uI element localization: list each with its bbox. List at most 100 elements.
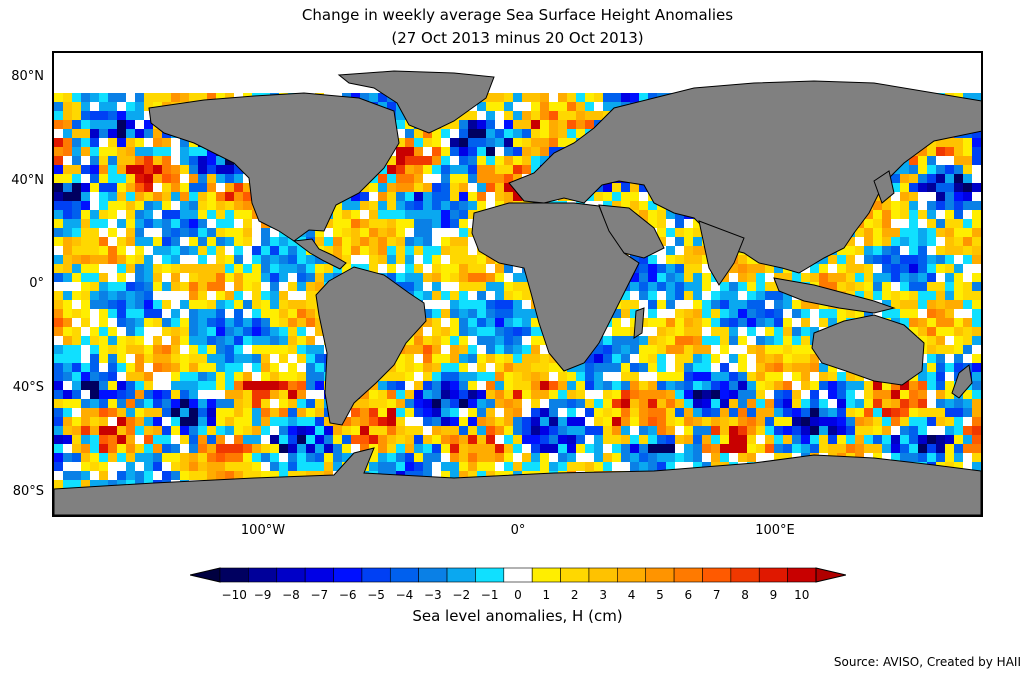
ssh-anomaly-cell bbox=[171, 291, 180, 300]
ssh-anomaly-cell bbox=[900, 201, 909, 210]
ssh-anomaly-cell bbox=[909, 156, 918, 165]
ssh-anomaly-cell bbox=[207, 183, 216, 192]
ssh-anomaly-cell bbox=[135, 192, 144, 201]
ssh-anomaly-cell bbox=[558, 138, 567, 147]
ssh-anomaly-cell bbox=[828, 282, 837, 291]
ssh-anomaly-cell bbox=[72, 453, 81, 462]
ssh-anomaly-cell bbox=[495, 318, 504, 327]
ssh-anomaly-cell bbox=[54, 372, 63, 381]
ssh-anomaly-cell bbox=[144, 426, 153, 435]
ssh-anomaly-cell bbox=[531, 336, 540, 345]
ssh-anomaly-cell bbox=[90, 255, 99, 264]
ssh-anomaly-cell bbox=[918, 435, 927, 444]
ssh-anomaly-cell bbox=[270, 417, 279, 426]
ssh-anomaly-cell bbox=[450, 210, 459, 219]
ssh-anomaly-cell bbox=[279, 246, 288, 255]
ssh-anomaly-cell bbox=[450, 174, 459, 183]
ssh-anomaly-cell bbox=[171, 300, 180, 309]
ssh-anomaly-cell bbox=[513, 264, 522, 273]
ssh-anomaly-cell bbox=[936, 156, 945, 165]
ssh-anomaly-cell bbox=[936, 246, 945, 255]
ssh-anomaly-cell bbox=[801, 363, 810, 372]
ssh-anomaly-cell bbox=[936, 435, 945, 444]
ssh-anomaly-cell bbox=[360, 390, 369, 399]
ssh-anomaly-cell bbox=[594, 192, 603, 201]
ssh-anomaly-cell bbox=[513, 444, 522, 453]
ssh-anomaly-cell bbox=[774, 291, 783, 300]
ssh-anomaly-cell bbox=[99, 183, 108, 192]
ssh-anomaly-cell bbox=[180, 399, 189, 408]
ssh-anomaly-cell bbox=[675, 390, 684, 399]
ssh-anomaly-cell bbox=[972, 291, 981, 300]
ssh-anomaly-cell bbox=[918, 417, 927, 426]
ssh-anomaly-cell bbox=[495, 390, 504, 399]
ssh-anomaly-cell bbox=[936, 138, 945, 147]
ssh-anomaly-cell bbox=[423, 336, 432, 345]
ssh-anomaly-cell bbox=[72, 345, 81, 354]
ssh-anomaly-cell bbox=[495, 264, 504, 273]
ssh-anomaly-cell bbox=[792, 399, 801, 408]
ssh-anomaly-cell bbox=[423, 417, 432, 426]
ssh-anomaly-cell bbox=[675, 246, 684, 255]
ssh-anomaly-cell bbox=[540, 462, 549, 471]
ssh-anomaly-cell bbox=[216, 174, 225, 183]
ssh-anomaly-cell bbox=[225, 201, 234, 210]
ssh-anomaly-cell bbox=[936, 336, 945, 345]
ssh-anomaly-cell bbox=[450, 390, 459, 399]
ssh-anomaly-cell bbox=[693, 318, 702, 327]
ssh-anomaly-cell bbox=[702, 363, 711, 372]
ssh-anomaly-cell bbox=[369, 408, 378, 417]
ssh-anomaly-cell bbox=[135, 282, 144, 291]
ssh-anomaly-cell bbox=[873, 237, 882, 246]
ssh-anomaly-cell bbox=[855, 399, 864, 408]
ssh-anomaly-cell bbox=[396, 246, 405, 255]
ssh-anomaly-cell bbox=[567, 444, 576, 453]
ssh-anomaly-cell bbox=[234, 435, 243, 444]
ssh-anomaly-cell bbox=[261, 417, 270, 426]
ssh-anomaly-cell bbox=[198, 219, 207, 228]
ssh-anomaly-cell bbox=[504, 129, 513, 138]
ssh-anomaly-cell bbox=[225, 390, 234, 399]
ssh-anomaly-cell bbox=[144, 363, 153, 372]
ssh-anomaly-cell bbox=[396, 156, 405, 165]
ssh-anomaly-cell bbox=[954, 219, 963, 228]
ssh-anomaly-cell bbox=[468, 354, 477, 363]
ssh-anomaly-cell bbox=[945, 300, 954, 309]
ssh-anomaly-cell bbox=[882, 381, 891, 390]
ssh-anomaly-cell bbox=[900, 174, 909, 183]
ssh-anomaly-cell bbox=[576, 444, 585, 453]
ssh-anomaly-cell bbox=[729, 327, 738, 336]
ssh-anomaly-cell bbox=[432, 165, 441, 174]
ssh-anomaly-cell bbox=[576, 417, 585, 426]
ssh-anomaly-cell bbox=[180, 354, 189, 363]
ssh-anomaly-cell bbox=[216, 471, 225, 480]
ssh-anomaly-cell bbox=[792, 444, 801, 453]
ssh-anomaly-cell bbox=[117, 309, 126, 318]
ssh-anomaly-cell bbox=[153, 282, 162, 291]
colorbar-label: Sea level anomalies, H (cm) bbox=[412, 607, 623, 625]
ssh-anomaly-cell bbox=[459, 246, 468, 255]
colorbar-tick-label: 2 bbox=[570, 588, 579, 602]
ssh-anomaly-cell bbox=[513, 417, 522, 426]
ssh-anomaly-cell bbox=[594, 453, 603, 462]
ssh-anomaly-cell bbox=[423, 372, 432, 381]
ssh-anomaly-cell bbox=[819, 363, 828, 372]
ssh-anomaly-cell bbox=[54, 417, 63, 426]
ssh-anomaly-cell bbox=[225, 210, 234, 219]
ssh-anomaly-cell bbox=[774, 444, 783, 453]
ssh-anomaly-cell bbox=[99, 471, 108, 480]
ssh-anomaly-cell bbox=[198, 453, 207, 462]
ssh-anomaly-cell bbox=[405, 345, 414, 354]
ssh-anomaly-cell bbox=[171, 273, 180, 282]
ssh-anomaly-cell bbox=[351, 255, 360, 264]
ssh-anomaly-cell bbox=[198, 210, 207, 219]
ssh-anomaly-cell bbox=[648, 381, 657, 390]
ssh-anomaly-cell bbox=[477, 102, 486, 111]
ssh-anomaly-cell bbox=[162, 426, 171, 435]
ssh-anomaly-cell bbox=[216, 264, 225, 273]
ssh-anomaly-cell bbox=[270, 291, 279, 300]
ssh-anomaly-cell bbox=[819, 264, 828, 273]
ssh-anomaly-cell bbox=[423, 183, 432, 192]
ssh-anomaly-cell bbox=[459, 363, 468, 372]
ssh-anomaly-cell bbox=[405, 273, 414, 282]
